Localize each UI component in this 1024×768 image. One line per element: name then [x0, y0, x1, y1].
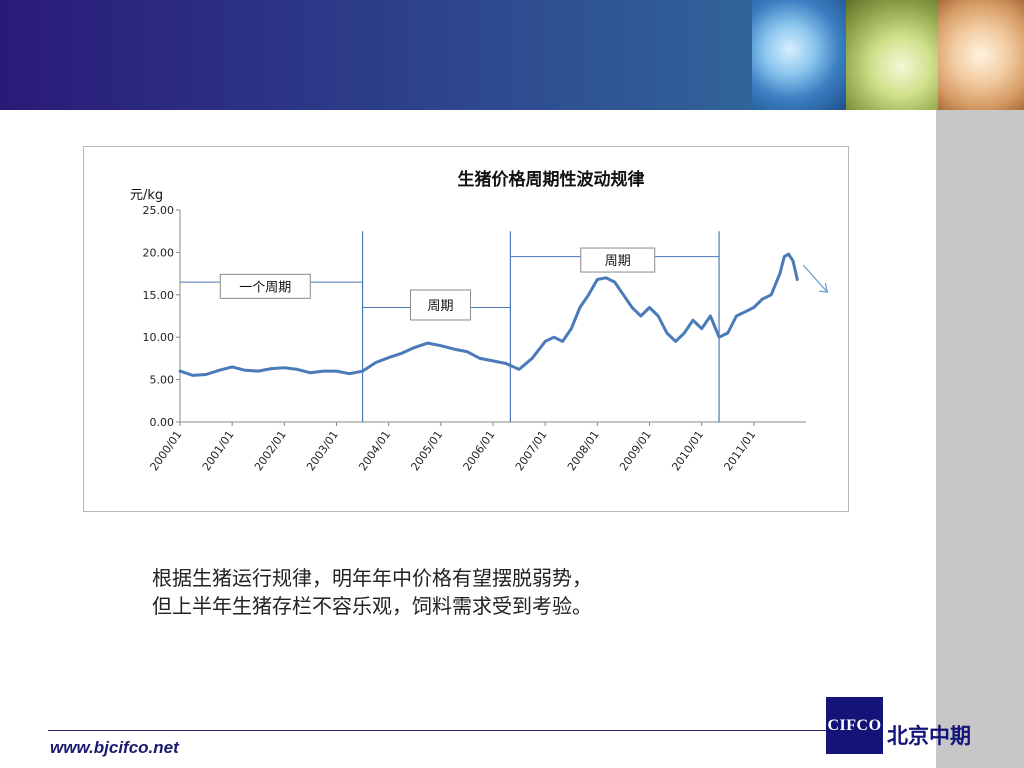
company-name: 北京中期	[887, 724, 971, 748]
y-axis-label: 元/kg	[130, 188, 163, 203]
header-banner	[0, 0, 752, 110]
x-tick-label: 2006/01	[461, 428, 498, 473]
footer-divider	[48, 730, 828, 731]
chart-title: 生猪价格周期性波动规律	[458, 169, 645, 190]
x-tick-label: 2008/01	[565, 428, 602, 473]
x-tick-label: 2010/01	[669, 428, 706, 473]
right-sidebar	[936, 110, 1024, 768]
body-text: 根据生猪运行规律，明年年中价格有望摆脱弱势， 但上半年生猪存栏不容乐观，饲料需求…	[152, 564, 772, 620]
header-photo-pen	[938, 0, 1024, 110]
y-tick-label: 25.00	[143, 204, 175, 217]
footer-url[interactable]: www.bjcifco.net	[50, 738, 179, 757]
chart-frame: 生猪价格周期性波动规律元/kg 0.00 5.00 10.00 15.00 20.00 25…	[83, 146, 849, 512]
x-tick-label: 2000/01	[148, 428, 185, 473]
cifco-logo-mark: CIFCO	[826, 697, 883, 754]
x-tick-label: 2009/01	[617, 428, 654, 473]
annotation-box	[219, 273, 311, 299]
body-text-line-2: 但上半年生猪存栏不容乐观，饲料需求受到考验。	[152, 594, 592, 618]
header-photo-calculator	[846, 0, 938, 110]
price-series-line	[178, 252, 799, 377]
trend-arrow-head	[819, 282, 829, 293]
header-photo-clock	[752, 0, 846, 110]
y-tick-label: 5.00	[150, 374, 175, 387]
y-tick-label: 15.00	[143, 289, 175, 302]
annotation-box	[580, 247, 656, 273]
x-tick-label: 2002/01	[252, 428, 289, 473]
y-tick-label: 0.00	[150, 416, 175, 429]
x-tick-label: 2007/01	[513, 428, 550, 473]
annotation-box	[409, 289, 471, 321]
body-text-line-1: 根据生猪运行规律，明年年中价格有望摆脱弱势，	[152, 566, 592, 590]
y-tick-label: 10.00	[143, 331, 175, 344]
trend-arrow-line	[802, 264, 828, 293]
annotation-label: 一个周期	[239, 280, 291, 295]
x-tick-label: 2001/01	[200, 428, 237, 473]
annotation-label: 周期	[427, 299, 453, 314]
annotation-label: 周期	[605, 254, 631, 269]
x-tick-label: 2011/01	[721, 428, 758, 473]
x-tick-label: 2005/01	[408, 428, 445, 473]
x-tick-label: 2004/01	[356, 428, 393, 473]
y-tick-label: 20.00	[143, 246, 175, 259]
x-tick-label: 2003/01	[304, 428, 341, 473]
